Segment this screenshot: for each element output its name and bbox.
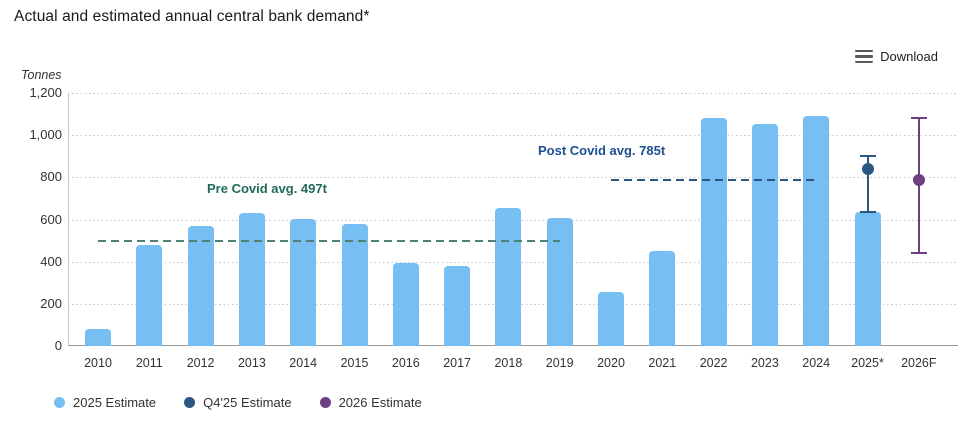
estimate-marker-2026F[interactable] <box>912 174 925 187</box>
avg-line-1 <box>611 179 817 182</box>
x-tick-label-2016: 2016 <box>391 356 420 370</box>
x-tick-label-2019: 2019 <box>545 356 574 370</box>
bar-2018[interactable] <box>495 207 522 346</box>
bar-2014[interactable] <box>290 219 317 346</box>
bar-2021[interactable] <box>649 251 676 346</box>
avg-label-0: Pre Covid avg. 497t <box>207 181 327 196</box>
page-title: Actual and estimated annual central bank… <box>14 8 370 25</box>
x-tick-label-2014: 2014 <box>289 356 318 370</box>
x-tick-label-2015: 2015 <box>340 356 369 370</box>
legend-item-1[interactable]: Q4'25 Estimate <box>184 395 292 410</box>
x-tick-label-2017: 2017 <box>443 356 471 370</box>
x-tick-label-2010: 2010 <box>84 356 112 370</box>
error-bar-top-cap-2025* <box>859 155 876 158</box>
x-tick-label-2023: 2023 <box>750 356 779 370</box>
legend-dot-icon <box>319 397 331 408</box>
legend-dot-icon <box>184 397 196 408</box>
legend-label: Q4'25 Estimate <box>203 395 292 410</box>
avg-label-1: Post Covid avg. 785t <box>538 143 666 158</box>
y-tick-label: 0 <box>54 338 62 353</box>
x-tick-label-2022: 2022 <box>699 356 728 370</box>
legend-label: 2026 Estimate <box>338 395 422 410</box>
chart-legend: 2025 Estimate Q4'25 Estimate 2026 Estimate <box>54 395 422 410</box>
y-tick-label: 200 <box>40 295 62 311</box>
x-tick-label-2013: 2013 <box>237 356 266 370</box>
x-tick-label-2024: 2024 <box>802 356 831 370</box>
x-tick-label-2026F: 2026F <box>901 356 937 370</box>
error-bar-bottom-cap-2026F <box>910 252 927 255</box>
legend-item-0[interactable]: 2025 Estimate <box>54 395 156 410</box>
x-tick-label-2025*: 2025* <box>851 356 884 370</box>
x-tick-label-2011: 2011 <box>135 356 163 370</box>
legend-label: 2025 Estimate <box>73 395 157 410</box>
bar-2023[interactable] <box>751 124 778 346</box>
bar-2017[interactable] <box>444 266 471 346</box>
bar-2010[interactable] <box>85 329 111 346</box>
bar-2025*[interactable] <box>854 212 881 346</box>
bar-2022[interactable] <box>700 117 727 346</box>
avg-line-0 <box>98 240 560 243</box>
bar-2024[interactable] <box>803 116 830 346</box>
bar-2020[interactable] <box>598 292 624 346</box>
download-label: Download <box>880 49 938 64</box>
gridline-800 <box>68 177 958 179</box>
gridline-1000 <box>68 135 958 137</box>
legend-item-2[interactable]: 2026 Estimate <box>319 395 422 410</box>
x-tick-label-2012: 2012 <box>186 356 215 370</box>
bar-2015[interactable] <box>341 223 368 346</box>
x-tick-label-2018: 2018 <box>494 356 523 370</box>
y-tick-label: 400 <box>40 253 62 269</box>
y-tick-label: 800 <box>40 169 62 185</box>
x-tick-label-2020: 2020 <box>597 356 625 370</box>
y-tick-label: 1,200 <box>29 85 62 100</box>
download-button[interactable]: Download <box>854 47 939 66</box>
error-bar-bottom-cap-2025* <box>859 211 876 214</box>
bar-2011[interactable] <box>136 244 163 346</box>
bar-2013[interactable] <box>238 213 265 346</box>
bar-2012[interactable] <box>187 226 214 346</box>
y-tick-label: 600 <box>40 211 62 227</box>
y-tick-label: 1,000 <box>29 127 62 143</box>
estimate-marker-2025*[interactable] <box>861 162 874 175</box>
error-bar-line-2025* <box>866 156 869 213</box>
gridline-1200 <box>68 93 958 94</box>
legend-dot-icon <box>54 397 65 408</box>
hamburger-menu-icon <box>855 49 874 64</box>
y-axis-units-label: Tonnes <box>21 68 62 82</box>
bar-2016[interactable] <box>392 262 419 346</box>
x-tick-label-2021: 2021 <box>648 356 677 370</box>
bar-2019[interactable] <box>546 218 573 346</box>
error-bar-top-cap-2026F <box>910 117 927 120</box>
